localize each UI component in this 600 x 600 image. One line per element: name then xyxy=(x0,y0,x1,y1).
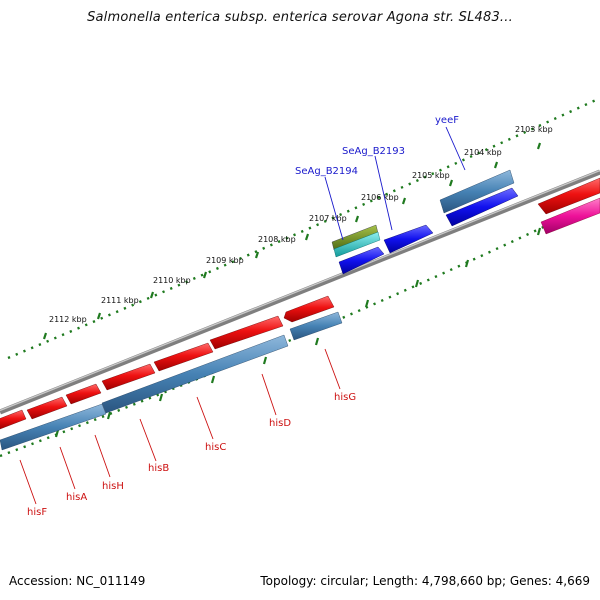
genome-summary-text: Topology: circular; Length: 4,798,660 bp… xyxy=(260,574,590,588)
seag-b2194-gene xyxy=(331,224,381,258)
tick-label-2107: 2107 kbp xyxy=(309,214,347,223)
outer-tick-ring xyxy=(7,98,597,360)
tick-label-2108: 2108 kbp xyxy=(258,235,296,244)
gene-label-hisc[interactable]: hisC xyxy=(205,442,226,453)
gene-feature-red[interactable] xyxy=(537,177,600,215)
tick-label-2111: 2111 kbp xyxy=(101,296,139,305)
reverse-strand-genes xyxy=(0,169,515,451)
accession-text: Accession: NC_011149 xyxy=(9,574,146,588)
tick-label-2112: 2112 kbp xyxy=(49,315,87,324)
tick-label-2105: 2105 kbp xyxy=(412,171,450,180)
tick-label-2104: 2104 kbp xyxy=(464,148,502,157)
gene-feature-blue[interactable] xyxy=(383,224,434,254)
gene-feature-red[interactable] xyxy=(26,396,68,420)
gene-feature-steel[interactable] xyxy=(289,311,343,341)
gene-feature-cyan[interactable] xyxy=(333,231,381,258)
tick-label-2103: 2103 kbp xyxy=(515,125,553,134)
gene-feature-red[interactable] xyxy=(283,295,335,323)
gene-feature-steel[interactable] xyxy=(101,334,289,414)
gene-label-leaders xyxy=(324,126,466,241)
gene-feature-steel[interactable] xyxy=(439,169,515,214)
gene-feature-red[interactable] xyxy=(209,315,284,350)
blue-genes xyxy=(338,187,519,275)
gene-label-yeef[interactable]: yeeF xyxy=(435,115,459,126)
gene-feature-red[interactable] xyxy=(153,342,214,372)
gene-feature-red[interactable] xyxy=(65,383,102,405)
gene-feature-blue[interactable] xyxy=(338,246,385,275)
gene-label-hisg[interactable]: hisG xyxy=(334,392,356,403)
tick-label-2110: 2110 kbp xyxy=(153,276,191,285)
gene-label-hisd[interactable]: hisD xyxy=(269,418,291,429)
gene-label-hisb[interactable]: hisB xyxy=(148,463,169,474)
forward-strand-genes xyxy=(0,177,600,430)
map-title: Salmonella enterica subsp. enterica sero… xyxy=(87,10,513,25)
gene-feature-magenta[interactable] xyxy=(540,197,600,235)
kbp-tick-labels: 2103 kbp 2104 kbp 2105 kbp 2106 kbp 2107… xyxy=(49,125,553,324)
tick-label-2106: 2106 kbp xyxy=(361,193,399,202)
gene-label-hish[interactable]: hisH xyxy=(102,481,124,492)
gene-label-seag-b2194[interactable]: SeAg_B2194 xyxy=(295,166,358,177)
gene-feature-red[interactable] xyxy=(101,363,156,391)
genome-backbone xyxy=(0,169,600,415)
gene-feature-blue[interactable] xyxy=(445,187,519,227)
gene-label-hisf[interactable]: hisF xyxy=(27,507,47,518)
gene-feature-steel[interactable] xyxy=(0,403,107,451)
gene-label-hisa[interactable]: hisA xyxy=(66,492,87,503)
gene-label-seag-b2193[interactable]: SeAg_B2193 xyxy=(342,146,405,157)
genome-backbone-highlight xyxy=(0,169,600,412)
outer-major-ticks xyxy=(42,142,542,340)
gene-feature-red[interactable] xyxy=(0,409,27,430)
gene-label-leaders-red xyxy=(19,348,341,505)
tick-label-2109: 2109 kbp xyxy=(206,256,244,265)
